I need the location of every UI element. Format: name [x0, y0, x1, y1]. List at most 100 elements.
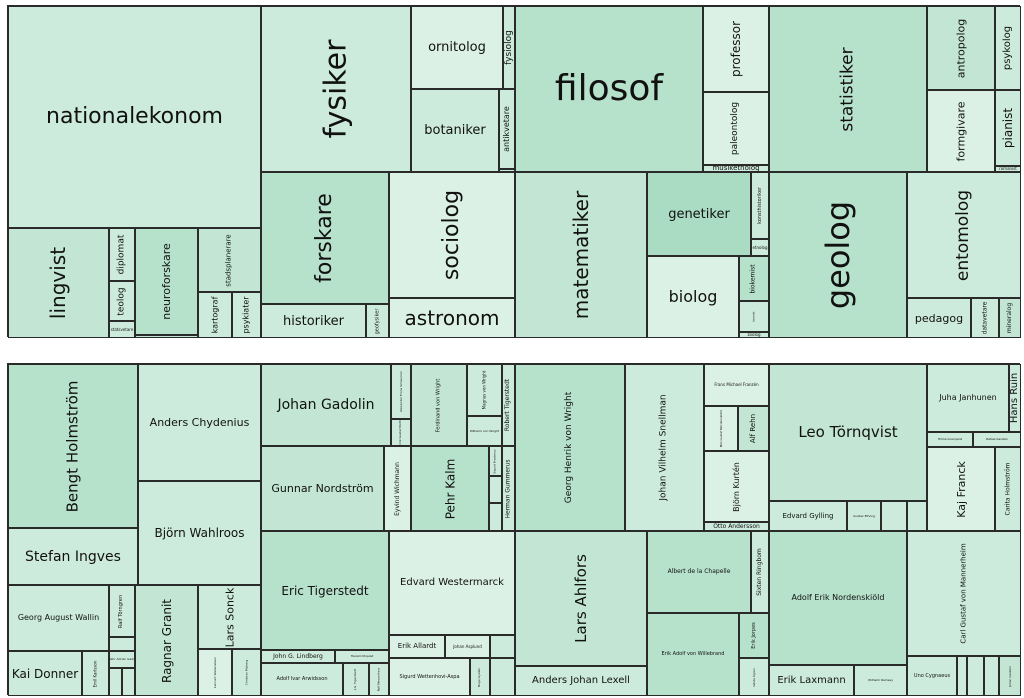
treemap-cell[interactable]	[957, 656, 967, 696]
treemap-cell[interactable]: Lars Ahlfors	[515, 531, 647, 666]
treemap-cell[interactable]: Kaj Franck	[927, 447, 995, 531]
treemap-cell[interactable]: pedagog	[907, 298, 971, 338]
treemap-cell[interactable]	[907, 501, 927, 531]
treemap-cell[interactable]: John G. Lindberg	[261, 650, 335, 663]
treemap-cell[interactable]: datavetare	[971, 298, 999, 338]
treemap-cell[interactable]: lingvist	[8, 228, 109, 338]
treemap-cell[interactable]: fysiker	[261, 6, 411, 172]
treemap-cell[interactable]	[122, 668, 135, 696]
treemap-cell[interactable]	[109, 637, 135, 651]
treemap-cell[interactable]: Hans Ruin	[1009, 364, 1021, 432]
treemap-cell[interactable]: Leo Törnqvist	[769, 364, 927, 501]
treemap-cell[interactable]: Johan Gadolin	[999, 656, 1021, 696]
treemap-cell[interactable]: etnolog	[751, 239, 769, 256]
treemap-cell[interactable]: statsvetare	[109, 321, 135, 338]
treemap-cell[interactable]: Erik Adolf von Willebrand	[647, 613, 739, 696]
treemap-cell[interactable]: Ralf Törngren	[109, 585, 135, 637]
treemap-cell[interactable]: Gunnar Nordström	[261, 446, 384, 531]
treemap-cell[interactable]: Wilhelm von Wright	[467, 416, 502, 446]
treemap-cell[interactable]: Harald Ohquist	[335, 650, 389, 663]
treemap-cell[interactable]: Alf Rehn	[738, 406, 769, 451]
treemap-cell[interactable]: Alexander Frans Schauman	[391, 364, 411, 419]
treemap-cell[interactable]: Eyvind Wichmann	[384, 446, 411, 531]
treemap-cell[interactable]: Carita Holmström	[995, 447, 1021, 531]
treemap-cell[interactable]: psykiater	[232, 292, 261, 338]
treemap-cell[interactable]: statistiker	[769, 6, 927, 172]
treemap-cell[interactable]: Eric Tigerstedt	[261, 531, 389, 650]
treemap-cell[interactable]: historiker	[261, 304, 366, 338]
treemap-cell[interactable]	[984, 656, 999, 696]
treemap-cell[interactable]: konsthistoriker	[751, 172, 769, 239]
treemap-cell[interactable]: Magnus von Wright	[467, 364, 502, 416]
treemap-cell[interactable]	[109, 668, 122, 696]
treemap-cell[interactable]: Albert de la Chapelle	[647, 531, 751, 613]
treemap-cell[interactable]: Johan Vilhelm Snellman	[625, 364, 704, 531]
treemap-cell[interactable]: Pehr Kalm	[411, 446, 489, 531]
treemap-cell[interactable]: Pehr Adrian Gadd	[109, 651, 135, 668]
treemap-cell[interactable]: kartograf	[198, 292, 232, 338]
treemap-cell[interactable]: Georg Henrik von Wright	[515, 364, 625, 531]
treemap-cell[interactable]: professor	[703, 6, 769, 92]
treemap-cell[interactable]: J.G. Tigerstedt	[343, 663, 369, 696]
treemap-cell[interactable]: Rolf Nevanlinna	[369, 663, 389, 696]
treemap-cell[interactable]: Gösta Ågren	[739, 658, 769, 696]
treemap-cell[interactable]: Juha Janhunen	[927, 364, 1009, 432]
treemap-cell[interactable]: Stefan Ingves	[8, 528, 138, 585]
treemap-cell[interactable]: paleontolog	[703, 92, 769, 165]
treemap-cell[interactable]: ornitolog	[411, 6, 503, 89]
treemap-cell[interactable]: Hugo Gyldén	[470, 658, 490, 696]
treemap-cell[interactable]	[499, 169, 515, 172]
treemap-cell[interactable]: Uno Cygnaeus	[907, 656, 957, 696]
treemap-cell[interactable]: Bengt Holmström	[8, 364, 138, 528]
treemap-cell[interactable]: Edvard Westermarck	[389, 531, 515, 635]
treemap-cell[interactable]: fysiolog	[503, 6, 515, 89]
treemap-cell[interactable]: zoolog	[739, 332, 769, 338]
treemap-cell[interactable]: astronom	[389, 298, 515, 338]
treemap-cell[interactable]: Ragnar Granit	[135, 585, 198, 696]
treemap-cell[interactable]	[489, 503, 502, 531]
treemap-cell[interactable]: nationalekonom	[8, 6, 261, 228]
treemap-cell[interactable]: Robert Tigerstedt	[502, 364, 515, 446]
treemap-cell[interactable]: Sixten Ringbom	[751, 531, 769, 613]
treemap-cell[interactable]: geolog	[769, 172, 907, 338]
treemap-cell[interactable]: Erik Laxmann	[769, 665, 854, 696]
treemap-cell[interactable]: antikvetare	[499, 89, 515, 169]
treemap-cell[interactable]: kemist	[739, 301, 769, 332]
treemap-cell[interactable]: psykolog	[995, 6, 1021, 90]
treemap-cell[interactable]: Kai Donner	[8, 651, 82, 696]
treemap-cell[interactable]	[135, 335, 198, 338]
treemap-cell[interactable]: Sigurd Wettenhovi-Aspa	[389, 658, 470, 696]
treemap-cell[interactable]: Henrik Gustaf Porthan	[391, 419, 411, 446]
treemap-cell[interactable]: Edvard Gylling	[769, 501, 847, 531]
treemap-cell[interactable]: genetiker	[647, 172, 751, 256]
treemap-cell[interactable]	[490, 635, 515, 658]
treemap-cell[interactable]: Rafael Karsten	[973, 432, 1021, 447]
treemap-cell[interactable]: Johan Asplund	[445, 635, 490, 658]
treemap-cell[interactable]: teolog	[109, 281, 135, 321]
treemap-cell[interactable]: Erik Allardt	[389, 635, 445, 658]
treemap-cell[interactable]: Georg August Wallin	[8, 585, 109, 651]
treemap-cell[interactable]: Lennart Wallensteen	[198, 649, 232, 696]
treemap-cell[interactable]: Emil Karlsson	[82, 651, 109, 696]
treemap-cell[interactable]: biokemist	[739, 256, 769, 301]
treemap-cell[interactable]: Wilhelm Ramsay	[854, 665, 907, 696]
treemap-cell[interactable]: geofysiker	[366, 304, 389, 338]
treemap-cell[interactable]: Sigurd Frosterus	[489, 446, 502, 476]
treemap-cell[interactable]: Herman Gummerus	[502, 446, 515, 531]
treemap-cell[interactable]: Björn Kurtén	[704, 451, 769, 522]
treemap-cell[interactable]: Otto Andersson	[704, 522, 769, 531]
treemap-cell[interactable]: Nils Gustaf Nordenskiöld	[704, 406, 738, 451]
treemap-cell[interactable]: antropolog	[927, 6, 995, 90]
treemap-cell[interactable]: Johan Gadolin	[261, 364, 391, 446]
treemap-cell[interactable]: diplomat	[109, 228, 135, 281]
treemap-cell[interactable]: mineralog	[999, 298, 1021, 338]
treemap-cell[interactable]: botaniker	[411, 89, 499, 172]
treemap-cell[interactable]: Frans Michael Franzén	[704, 364, 769, 406]
treemap-cell[interactable]	[490, 658, 515, 696]
treemap-cell[interactable]: musiketnolog	[703, 165, 769, 172]
treemap-cell[interactable]: biolog	[647, 256, 739, 338]
treemap-cell[interactable]	[489, 476, 502, 503]
treemap-cell[interactable]: Gustav Elfving	[847, 501, 881, 531]
treemap-cell[interactable]: Adolf Ivar Arwidsson	[261, 663, 343, 696]
treemap-cell[interactable]: Björn Wahlroos	[138, 481, 261, 585]
